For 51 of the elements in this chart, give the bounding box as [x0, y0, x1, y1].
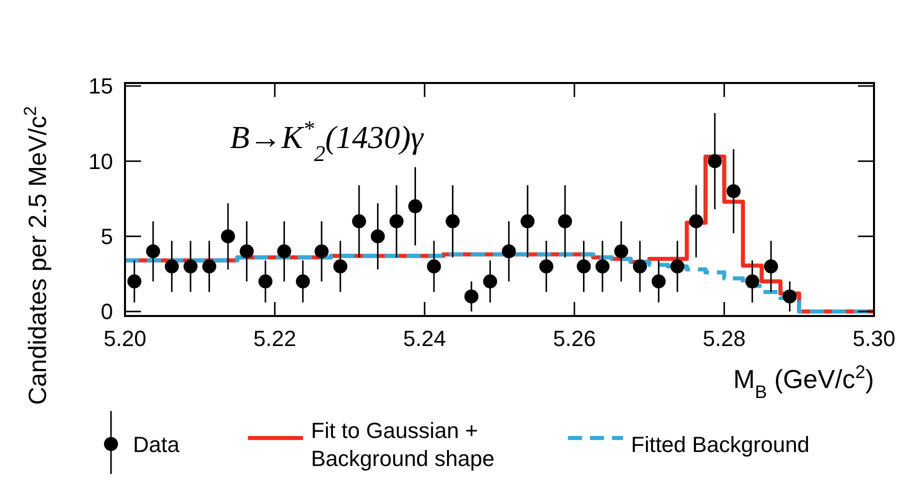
- point: [539, 259, 554, 274]
- point: [258, 274, 272, 288]
- y-tick-label: 0: [100, 299, 113, 324]
- x-tick-label: 5.28: [702, 326, 746, 351]
- point: [464, 289, 478, 304]
- legend-label: Fitted Background: [631, 432, 810, 457]
- point: [670, 259, 684, 274]
- x-tick-label: 5.24: [403, 326, 446, 351]
- point: [314, 244, 329, 258]
- point: [764, 259, 778, 274]
- point: [745, 274, 760, 288]
- point: [689, 214, 704, 228]
- point: [184, 259, 198, 274]
- x-tick-label: 5.22: [253, 326, 296, 351]
- annotation: B→K$^{*}$$_{2}$(1430)γ: [230, 116, 425, 166]
- y-tick-label: 5: [100, 224, 113, 250]
- point: [502, 244, 516, 258]
- legend-label: Data: [133, 432, 180, 457]
- point: [614, 244, 628, 258]
- point: [632, 259, 647, 274]
- point: [370, 229, 385, 244]
- point: [558, 214, 572, 228]
- point: [520, 214, 535, 228]
- point: [483, 274, 498, 288]
- x-tick-label: 5.20: [104, 326, 146, 351]
- point: [277, 244, 292, 258]
- point: [240, 244, 254, 258]
- point: [220, 229, 235, 244]
- x-tick-label: 5.30: [852, 326, 896, 351]
- y-tick-label: 10: [88, 148, 113, 174]
- point: [408, 199, 422, 214]
- x-axis-title: M$_{B}$ (GeV/c$^{2}$): [733, 362, 874, 402]
- x-tick-label: 5.26: [552, 326, 596, 351]
- point: [595, 259, 610, 274]
- point: [333, 259, 348, 274]
- point: [726, 184, 741, 198]
- point: [426, 259, 441, 274]
- point: [390, 214, 404, 228]
- point: [296, 274, 310, 288]
- point: [652, 274, 666, 288]
- point: [127, 274, 142, 288]
- y-tick-label: 15: [88, 74, 113, 99]
- point: [446, 214, 460, 228]
- point: [164, 259, 179, 274]
- point: [146, 244, 160, 258]
- point: [782, 289, 797, 304]
- point: [576, 259, 591, 274]
- point: [352, 214, 366, 228]
- legend-label: Fit to Gaussian + Background shape: [311, 418, 494, 471]
- point: [708, 154, 722, 168]
- point: [202, 259, 216, 274]
